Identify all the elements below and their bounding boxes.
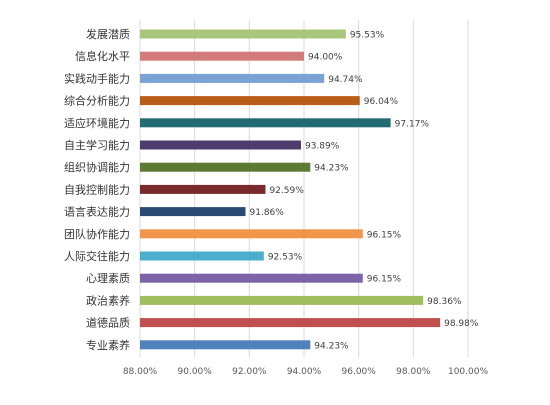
category-label: 道德品质 — [86, 316, 130, 330]
bar — [140, 318, 441, 328]
category-label: 发展潜质 — [86, 27, 130, 41]
category-label: 适应环境能力 — [64, 116, 130, 130]
category-labels: 发展潜质信息化水平实践动手能力综合分析能力适应环境能力自主学习能力组织协调能力自… — [64, 27, 130, 352]
x-tick-label: 92.00% — [232, 367, 267, 377]
bar — [140, 229, 363, 239]
data-label: 94.23% — [314, 164, 349, 174]
category-label: 语言表达能力 — [64, 205, 130, 219]
bar — [140, 140, 301, 150]
x-tick-label: 90.00% — [178, 367, 213, 377]
bars — [140, 29, 441, 350]
x-tick-label: 98.00% — [396, 367, 431, 377]
category-label: 实践动手能力 — [64, 71, 130, 85]
data-label: 92.59% — [269, 186, 304, 196]
bar — [140, 207, 246, 217]
bar — [140, 251, 264, 261]
x-tick-label: 100.00% — [448, 367, 488, 377]
category-label: 心理素质 — [86, 272, 130, 285]
bar — [140, 29, 346, 39]
data-label: 98.36% — [427, 297, 462, 307]
data-label: 94.23% — [314, 341, 349, 351]
bar — [140, 96, 360, 106]
x-axis-tick-labels: 88.00% 90.00% 92.00% 94.00% 96.00% 98.00% 100.… — [123, 367, 489, 377]
category-label: 人际交往能力 — [64, 249, 130, 263]
data-label: 97.17% — [395, 119, 430, 129]
bar — [140, 184, 266, 194]
data-label: 98.98% — [444, 319, 479, 329]
data-label: 94.74% — [328, 75, 363, 85]
bar — [140, 273, 363, 283]
category-label: 自我控制能力 — [64, 182, 130, 196]
data-label: 94.00% — [308, 53, 343, 63]
data-label: 91.86% — [250, 208, 285, 218]
x-tick-label: 88.00% — [123, 367, 158, 377]
bar — [140, 73, 325, 83]
category-label: 团队协作能力 — [64, 227, 130, 241]
data-label: 96.04% — [364, 97, 399, 107]
bar — [140, 295, 424, 305]
data-label: 92.53% — [268, 253, 303, 263]
value-labels: 95.53% 94.00% 94.74% 96.04% 97.17% 93.89% 94.2… — [250, 31, 479, 352]
data-label: 96.15% — [367, 275, 402, 285]
category-label: 专业素养 — [86, 338, 130, 352]
category-label: 自主学习能力 — [64, 138, 130, 152]
category-label: 政治素养 — [86, 293, 130, 307]
bar — [140, 51, 304, 61]
data-label: 95.53% — [350, 31, 385, 41]
category-label: 信息化水平 — [75, 49, 130, 63]
x-tick-label: 94.00% — [287, 367, 322, 377]
data-label: 96.15% — [367, 230, 402, 240]
x-tick-label: 96.00% — [342, 367, 377, 377]
bar — [140, 118, 391, 128]
bar — [140, 162, 311, 172]
data-label: 93.89% — [305, 142, 340, 152]
category-label: 综合分析能力 — [64, 94, 130, 108]
category-label: 组织协调能力 — [64, 160, 130, 174]
bar — [140, 340, 311, 350]
